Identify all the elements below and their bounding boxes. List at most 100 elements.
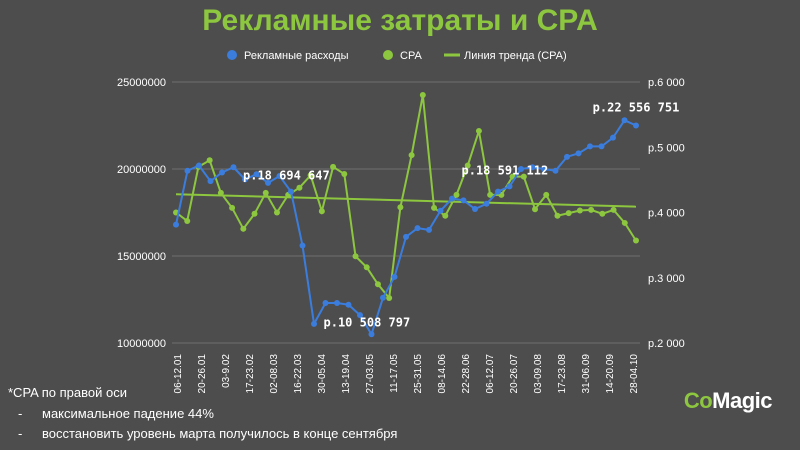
y-right-tick-label: р.5 000 <box>648 142 685 154</box>
cpa-point <box>251 210 258 217</box>
spend-point <box>357 312 363 319</box>
y-right-tick-label: р.3 000 <box>648 273 685 285</box>
spend-point <box>368 331 375 338</box>
data-label: р.22 556 751 <box>593 101 680 115</box>
spend-point <box>265 179 271 186</box>
cpa-point <box>184 217 191 224</box>
legend-label: Линия тренда (CPA) <box>464 50 567 62</box>
cpa-point <box>397 204 404 211</box>
x-tick-label: 14-20.09 <box>605 354 616 394</box>
x-tick-label: 16-22.03 <box>293 354 304 394</box>
spend-point <box>610 134 616 141</box>
spend-point <box>219 169 225 176</box>
x-tick-label: 31-06.09 <box>581 354 592 394</box>
x-tick-label: 11-17.05 <box>389 354 400 393</box>
x-tick-label: 03-09.08 <box>533 354 544 394</box>
y-left-tick-label: 25000000 <box>117 77 166 89</box>
spend-point <box>633 122 639 129</box>
cpa-point <box>374 281 381 288</box>
x-tick-label: 08-14.06 <box>437 354 448 394</box>
x-tick-label: 28-04.10 <box>629 354 640 394</box>
spend-point <box>564 153 570 160</box>
cpa-point <box>318 208 325 215</box>
spend-point <box>380 294 386 301</box>
spend-point <box>437 207 444 214</box>
cpa-point <box>431 204 438 211</box>
cpa-point <box>532 206 539 213</box>
data-label: р.18 591 112 <box>462 163 549 177</box>
cpa-point <box>240 225 247 232</box>
note-recovery: - восстановить уровень марта получилось в… <box>18 426 397 441</box>
y-right-tick-label: р.4 000 <box>648 208 685 220</box>
x-tick-label: 27-03.05 <box>365 354 376 394</box>
spend-point <box>587 143 593 150</box>
cpa-point <box>296 184 303 191</box>
legend-marker <box>383 50 393 60</box>
note-dash: - <box>18 426 23 441</box>
legend-label: CPA <box>400 50 422 62</box>
cpa-point <box>419 92 426 99</box>
cpa-point <box>330 163 337 170</box>
cpa-point <box>520 173 527 180</box>
cpa-point <box>262 189 269 196</box>
note-dash: - <box>18 406 23 421</box>
cpa-point <box>599 210 606 217</box>
cpa-point <box>475 127 482 134</box>
x-tick-label: 30-05.04 <box>317 354 328 394</box>
x-tick-label: 03-9.02 <box>221 354 232 388</box>
spend-point <box>414 225 421 232</box>
series-trend-line <box>175 193 637 208</box>
spend-point <box>196 162 202 169</box>
spend-point <box>483 200 490 207</box>
spend-point <box>472 206 478 213</box>
spend-point <box>322 299 329 306</box>
cpa-point <box>610 206 617 213</box>
x-tick-label: 20-26.01 <box>197 354 208 394</box>
cpa-point <box>206 157 213 164</box>
y-right-tick-label: р.6 000 <box>648 77 685 89</box>
spend-point <box>253 171 260 178</box>
spend-point <box>311 320 317 327</box>
x-tick-label: 13-19.04 <box>341 354 352 394</box>
x-tick-label: 22-28.06 <box>461 354 472 394</box>
spend-point <box>541 166 547 172</box>
cpa-point <box>363 264 370 271</box>
cpa-point <box>341 171 348 178</box>
spend-point <box>242 176 248 183</box>
x-tick-label: 20-26.07 <box>509 354 520 394</box>
note-right-axis: *CPA по правой оси <box>8 385 127 400</box>
spend-point <box>276 172 283 179</box>
spend-point <box>345 301 352 308</box>
y-left-tick-label: 20000000 <box>117 164 166 176</box>
logo-part-magic: Magic <box>712 388 772 413</box>
x-tick-label: 06-12.01 <box>173 354 184 394</box>
spend-point <box>552 167 559 174</box>
spend-point <box>495 188 501 195</box>
spend-point <box>299 242 306 249</box>
x-tick-label: 17-23.02 <box>245 354 256 394</box>
data-label: р.18 694 647 <box>243 169 330 183</box>
spend-point <box>391 273 398 280</box>
spend-point <box>529 164 536 171</box>
cpa-point <box>588 206 595 213</box>
cpa-point <box>554 212 561 219</box>
cpa-point <box>453 191 460 198</box>
cpa-point <box>408 152 415 159</box>
cpa-point <box>442 212 449 219</box>
spend-point <box>575 150 582 157</box>
spend-point <box>288 188 294 195</box>
note-max-drop-text: максимальное падение 44% <box>42 406 214 421</box>
cpa-point <box>217 189 224 196</box>
x-tick-label: 06-12.07 <box>485 354 496 394</box>
note-max-drop: - максимальное падение 44% <box>18 406 214 421</box>
spend-point <box>184 167 191 174</box>
cpa-point <box>543 191 550 198</box>
logo-part-co: Co <box>683 388 713 413</box>
spend-point <box>460 197 467 204</box>
cpa-point <box>464 162 471 169</box>
x-tick-label: 25-31.05 <box>413 354 424 394</box>
cpa-point <box>633 237 639 244</box>
spend-point <box>506 183 513 190</box>
x-tick-label: 02-08.03 <box>269 354 280 394</box>
